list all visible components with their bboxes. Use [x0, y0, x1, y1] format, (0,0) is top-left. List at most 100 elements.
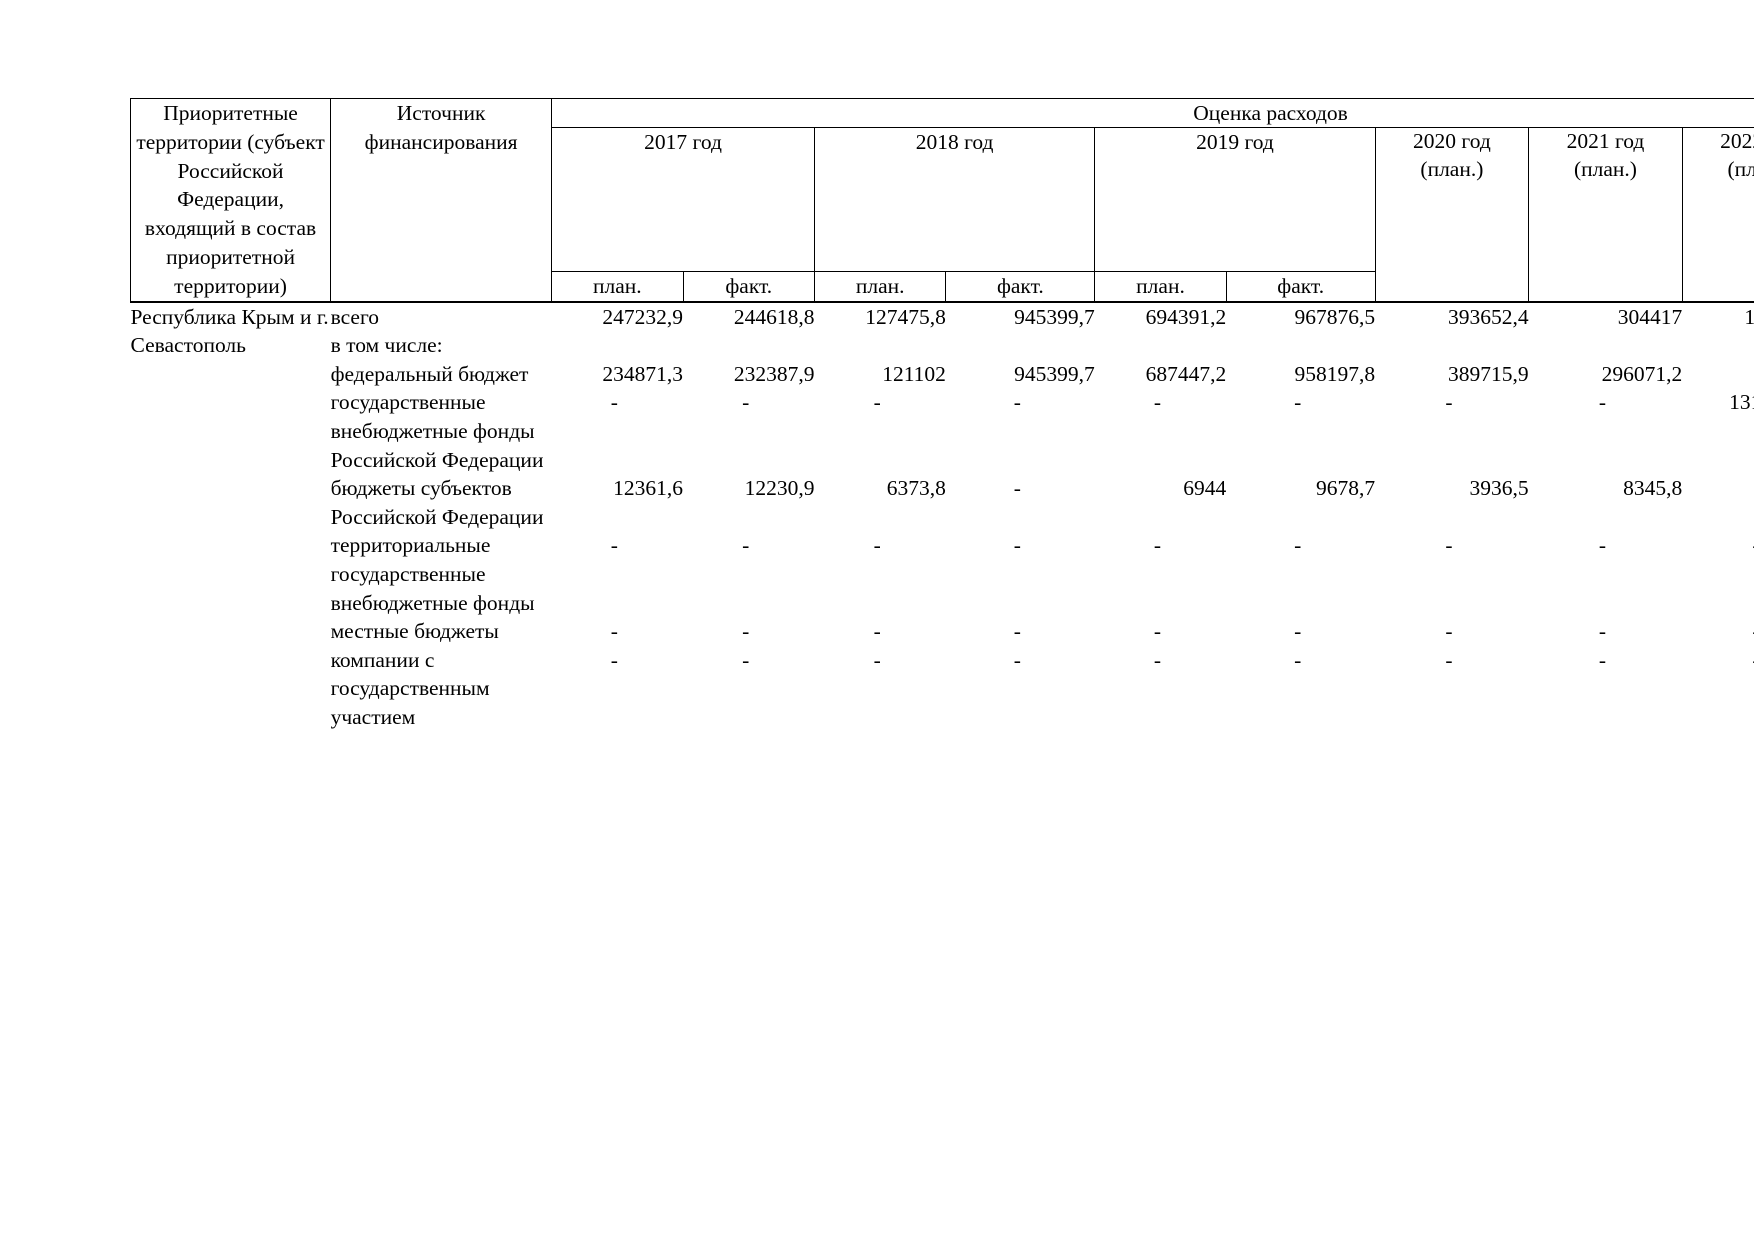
- cell-2018-fact: 945399,7: [945, 300, 1095, 332]
- budget-expenses-table: Приоритетные территории (субъект Российс…: [130, 98, 1754, 732]
- table-row: компании с государственным участием - - …: [131, 646, 1754, 732]
- cell-2022-plan: 13137: [1729, 390, 1754, 415]
- cell-2018-plan: 121102: [882, 361, 946, 386]
- cell-2017-fact: -: [742, 619, 750, 644]
- header-year-2022-line1: 2022 год: [1720, 129, 1754, 154]
- cell-source-label: всего: [330, 300, 552, 332]
- cell-region-name: Республика Крым и г. Севастополь: [130, 300, 331, 732]
- cell-2022-plan: -: [1682, 646, 1754, 732]
- cell-2020-plan: 389715,9: [1448, 361, 1529, 386]
- header-priority-territories: Приоритетные территории (субъект Российс…: [130, 98, 332, 303]
- cell-2020-plan: -: [1445, 533, 1453, 558]
- cell-2021-plan: -: [1598, 619, 1607, 644]
- table-header: Приоритетные территории (субъект Российс…: [130, 98, 1754, 303]
- cell-2019-plan: [1095, 331, 1226, 360]
- header-2017-plan: план.: [551, 271, 684, 303]
- header-funding-source: Источник финансирования: [330, 98, 553, 303]
- cell-2022-plan: [1682, 331, 1754, 360]
- table-row: Республика Крым и г. Севастополь всего 2…: [130, 300, 1754, 732]
- header-row-3: план. факт. план. факт. план. факт.: [131, 271, 1754, 303]
- header-year-2021-line1: 2021 год: [1566, 129, 1645, 154]
- cell-2021-plan: 8345,8: [1623, 476, 1683, 501]
- cell-2018-fact: -: [1013, 476, 1021, 501]
- cell-2017-fact: 12230,9: [744, 476, 815, 501]
- cell-2019-plan: -: [1153, 647, 1162, 672]
- cell-2018-plan: 127475,8: [814, 300, 946, 332]
- cell-2018-plan: -: [873, 390, 881, 415]
- cell-2017-plan: 12361,6: [613, 476, 684, 501]
- cell-2020-plan: -: [1445, 647, 1453, 672]
- cell-2019-fact: -: [1294, 619, 1302, 644]
- cell-2019-plan: 687447,2: [1145, 361, 1227, 386]
- header-year-2022-line2: (план.): [1727, 157, 1754, 182]
- header-year-2021-line2: (план.): [1573, 157, 1637, 182]
- cell-2022-plan: -: [1682, 617, 1754, 646]
- cell-2019-fact: -: [1294, 533, 1302, 558]
- header-year-2020-plan: 2020 год (план.): [1374, 127, 1530, 303]
- header-2017-fact: факт.: [682, 271, 815, 303]
- cell-2021-plan: -: [1598, 390, 1607, 415]
- header-2019-plan: план.: [1094, 271, 1227, 303]
- table-row: государственные внебюджетные фонды Росси…: [131, 388, 1754, 474]
- cell-2017-fact: -: [742, 647, 750, 672]
- cell-2022-plan: 534613,7: [1682, 360, 1754, 389]
- cell-2021-plan: 296071,2: [1601, 361, 1683, 386]
- table-row: территориальные государственные внебюдже…: [131, 531, 1754, 617]
- cell-2018-fact: -: [1013, 647, 1021, 672]
- cell-2022-plan: 1555321,1: [1682, 300, 1754, 332]
- header-year-2018: 2018 год: [813, 127, 1096, 273]
- cell-2019-fact: -: [1294, 647, 1302, 672]
- cell-2017-fact: 244618,8: [683, 300, 815, 332]
- cell-2020-plan: -: [1445, 390, 1453, 415]
- cell-2018-plan: -: [873, 533, 881, 558]
- cell-2017-fact: -: [742, 390, 750, 415]
- header-expense-estimate: Оценка расходов: [551, 98, 1754, 129]
- cell-2020-plan: 393652,4: [1375, 300, 1529, 332]
- cell-2021-plan: -: [1598, 647, 1607, 672]
- header-year-2019: 2019 год: [1094, 127, 1376, 273]
- cell-source-label: территориальные государственные внебюдже…: [330, 533, 535, 615]
- header-2018-fact: факт.: [945, 271, 1096, 303]
- cell-2019-fact: 9678,7: [1316, 476, 1376, 501]
- header-row-1: Приоритетные территории (субъект Российс…: [130, 98, 1754, 303]
- cell-2022-plan: 7570,4: [1682, 474, 1754, 531]
- table-row: бюджеты субъектов Российской Федерации 1…: [131, 474, 1754, 531]
- cell-2021-plan: -: [1598, 533, 1607, 558]
- cell-2018-fact: -: [1013, 390, 1021, 415]
- cell-source-label: в том числе:: [330, 333, 443, 358]
- cell-2017-fact: -: [742, 533, 750, 558]
- cell-2019-fact: -: [1294, 390, 1302, 415]
- cell-2021-plan: [1529, 331, 1683, 360]
- cell-2018-fact: [946, 331, 1095, 360]
- header-2019-fact: факт.: [1225, 271, 1376, 303]
- cell-2017-plan: [552, 331, 683, 360]
- cell-2017-plan: -: [610, 619, 618, 644]
- cell-2019-fact: [1226, 331, 1375, 360]
- header-year-2020-line2: (план.): [1420, 157, 1484, 182]
- cell-2018-plan: 6373,8: [886, 476, 946, 501]
- table-row: федеральный бюджет 234871,3 232387,9 121…: [131, 360, 1754, 389]
- cell-2017-plan: -: [610, 647, 618, 672]
- cell-source-label: компании с государственным участием: [330, 647, 490, 729]
- cell-source-label: бюджеты субъектов Российской Федерации: [330, 476, 544, 529]
- cell-2018-plan: [814, 331, 945, 360]
- header-year-2022-plan: 2022 год (план.): [1681, 127, 1754, 303]
- cell-2020-plan: 3936,5: [1469, 476, 1529, 501]
- table-body: Республика Крым и г. Севастополь всего 2…: [130, 300, 1754, 732]
- cell-2017-plan: -: [610, 533, 618, 558]
- cell-2018-plan: -: [873, 619, 881, 644]
- cell-2022-plan: -: [1682, 531, 1754, 617]
- header-year-2021-plan: 2021 год (план.): [1528, 127, 1683, 303]
- cell-2019-fact: 967876,5: [1226, 300, 1376, 332]
- cell-source-label: местные бюджеты: [330, 619, 499, 644]
- cell-2017-plan: 234871,3: [602, 361, 684, 386]
- table-scroll-region[interactable]: Приоритетные территории (субъект Российс…: [130, 98, 1754, 732]
- cell-2020-plan: [1375, 331, 1529, 360]
- header-year-2020-line1: 2020 год: [1413, 129, 1491, 154]
- header-2018-plan: план.: [813, 271, 947, 303]
- cell-2019-plan: -: [1153, 619, 1162, 644]
- cell-2021-plan: 304417: [1528, 300, 1683, 332]
- cell-source-label: государственные внебюджетные фонды Росси…: [330, 390, 544, 472]
- cell-2017-plan: -: [610, 390, 618, 415]
